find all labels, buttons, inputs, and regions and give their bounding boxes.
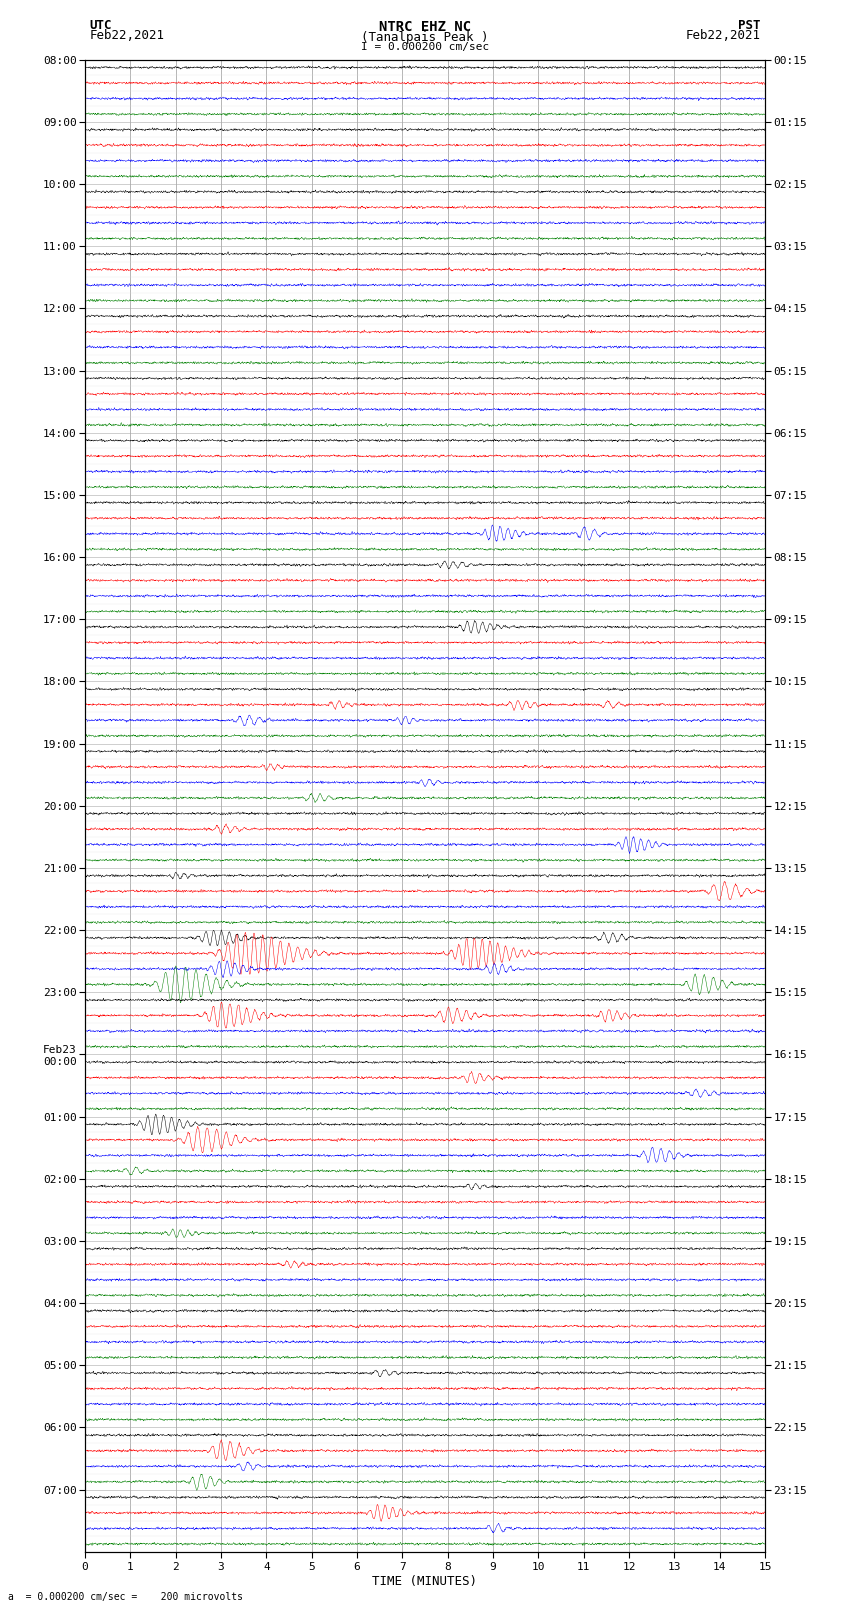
Text: Feb22,2021: Feb22,2021 (89, 29, 164, 42)
Text: PST: PST (739, 18, 761, 32)
Text: (Tanalpais Peak ): (Tanalpais Peak ) (361, 31, 489, 44)
X-axis label: TIME (MINUTES): TIME (MINUTES) (372, 1574, 478, 1587)
Text: NTRC EHZ NC: NTRC EHZ NC (379, 19, 471, 34)
Text: UTC: UTC (89, 18, 111, 32)
Text: a  = 0.000200 cm/sec =    200 microvolts: a = 0.000200 cm/sec = 200 microvolts (8, 1592, 243, 1602)
Text: Feb22,2021: Feb22,2021 (686, 29, 761, 42)
Text: I = 0.000200 cm/sec: I = 0.000200 cm/sec (361, 42, 489, 52)
